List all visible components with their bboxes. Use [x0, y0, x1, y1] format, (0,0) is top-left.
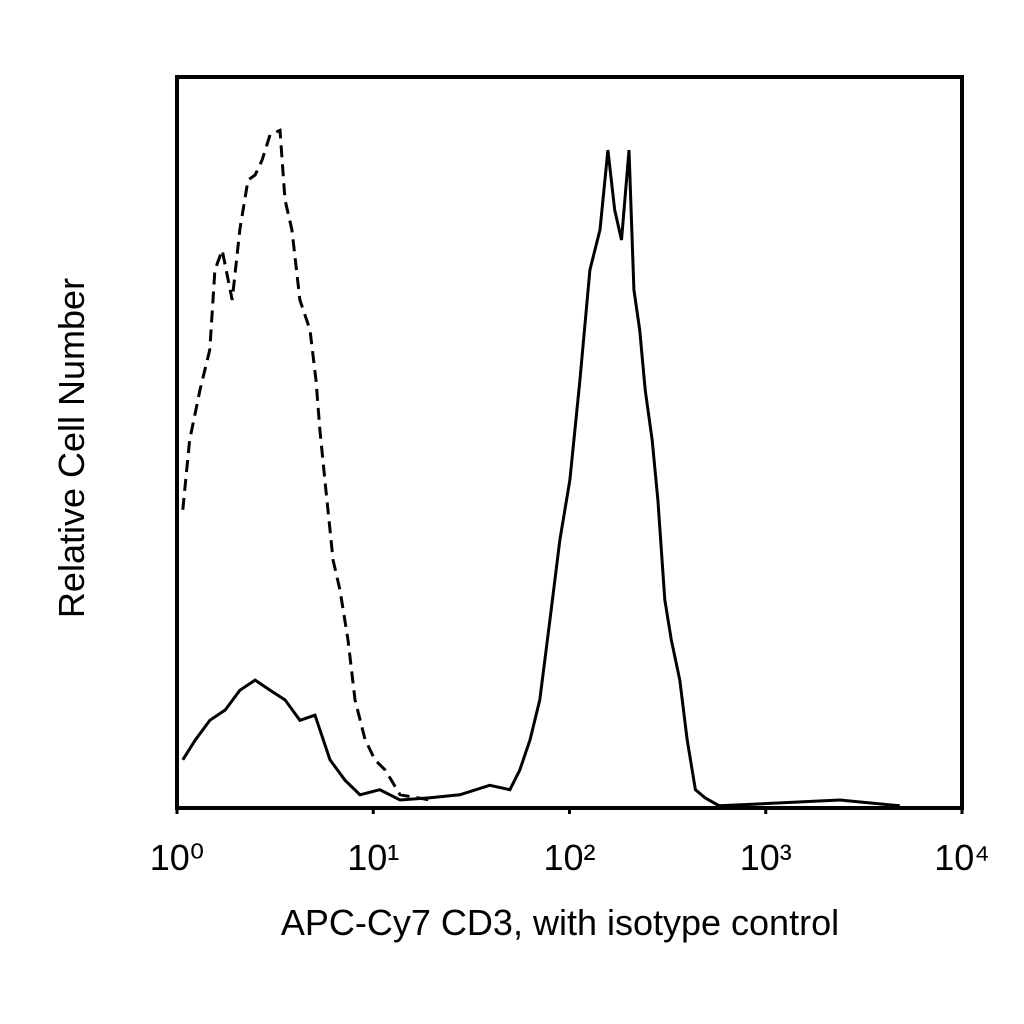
x-tick-label: 10³ [740, 837, 792, 878]
x-tick-label: 10² [543, 837, 595, 878]
x-tick-label: 10⁰ [150, 837, 204, 878]
histogram-line [181, 149, 900, 808]
histogram-line [181, 128, 431, 802]
y-axis-label: Relative Cell Number [51, 278, 92, 618]
x-axis-label: APC-Cy7 CD3, with isotype control [281, 902, 839, 943]
plot-frame [175, 75, 964, 810]
x-tick-label: 10¹ [347, 837, 399, 878]
x-tick-label: 10⁴ [934, 837, 990, 878]
